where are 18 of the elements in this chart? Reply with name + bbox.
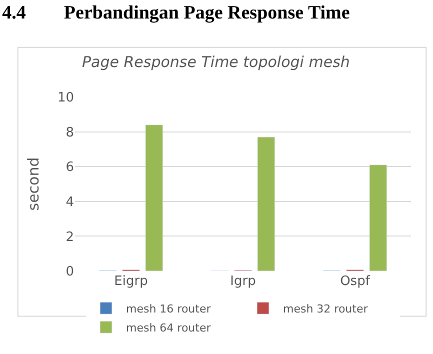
x-tick-label: Igrp — [230, 274, 256, 289]
legend-label: mesh 16 router — [126, 302, 212, 316]
bar — [145, 124, 164, 271]
y-tick-label: 2 — [66, 230, 74, 245]
chart-title: 4.4 Perbandingan Page Response Time — [2, 2, 350, 24]
bar — [257, 136, 276, 271]
y-tick-label: 4 — [66, 194, 74, 210]
bar — [369, 164, 388, 271]
y-tick-label: 6 — [66, 160, 74, 176]
y-axis-title: second — [24, 157, 43, 211]
y-tick-label: 8 — [66, 125, 74, 140]
x-tick-label: Ospf — [340, 274, 370, 289]
legend-label: mesh 64 router — [126, 321, 212, 334]
chart-subtitle: Page Response Time topologi mesh — [82, 53, 350, 71]
legend-label: mesh 32 router — [283, 302, 368, 316]
y-tick-label: 0 — [66, 264, 74, 280]
x-tick-label: Eigrp — [114, 274, 148, 289]
y-tick-label: 10 — [57, 90, 74, 106]
